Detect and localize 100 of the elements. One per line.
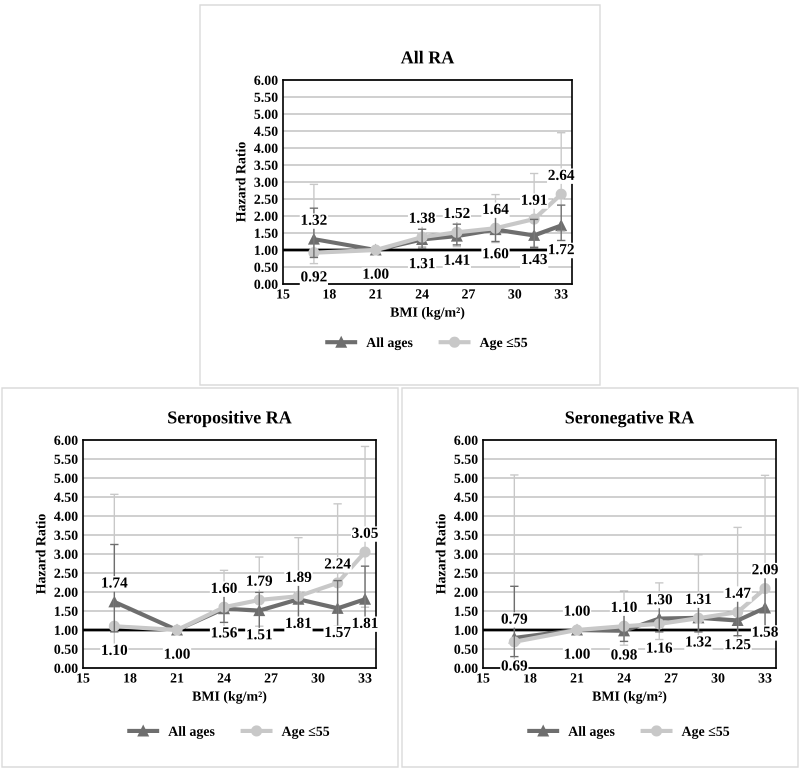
data-label: 1.16 [647, 642, 672, 653]
chart-title: Seropositive RA [168, 410, 292, 428]
y-tick-label: 2.50 [54, 568, 78, 578]
y-tick-label: 6.00 [254, 76, 278, 86]
x-tick-label: 15 [277, 289, 290, 299]
x-tick-label: 27 [264, 673, 278, 682]
x-axis-title: BMI (kg/m²) [592, 691, 666, 704]
data-label: 1.51 [247, 629, 272, 640]
y-axis-title: Hazard Ratio [236, 142, 246, 222]
data-label: 1.81 [352, 618, 378, 628]
data-label: 1.00 [564, 605, 590, 616]
y-tick-label: 3.00 [254, 178, 278, 188]
legend-label: Age ≤55 [480, 338, 528, 350]
y-tick-label: 3.50 [54, 530, 78, 540]
y-tick-label: 3.50 [254, 160, 278, 170]
data-label: 0.98 [611, 649, 637, 660]
y-tick-label: 0.50 [454, 644, 478, 654]
data-label: 2.64 [548, 170, 574, 180]
y-tick-label: 5.00 [54, 474, 78, 484]
x-tick-label: 21 [170, 673, 184, 682]
x-tick-label: 33 [554, 289, 568, 299]
y-tick-label: 2.50 [454, 568, 478, 578]
y-tick-label: 2.50 [254, 194, 278, 204]
x-tick-label: 33 [358, 673, 372, 683]
data-label: 0.79 [502, 613, 528, 624]
x-tick-label: 30 [312, 673, 324, 683]
y-tick-label: 5.00 [254, 110, 278, 120]
y-tick-label: 1.50 [454, 606, 478, 616]
x-axis-title: BMI (kg/m²) [390, 307, 464, 320]
chart-title: Seronegative RA [566, 410, 694, 428]
data-label: 1.47 [725, 588, 751, 598]
x-tick-label: 21 [369, 289, 382, 298]
y-tick-label: 4.00 [454, 512, 478, 522]
y-tick-label: 1.00 [454, 626, 478, 636]
data-label: 1.00 [164, 648, 190, 659]
data-label: 1.57 [325, 626, 351, 638]
y-tick-label: 0.00 [454, 664, 478, 674]
x-tick-label: 18 [124, 673, 136, 683]
y-tick-label: 5.50 [454, 454, 478, 464]
x-tick-label: 15 [477, 673, 490, 683]
y-tick-label: 4.50 [54, 492, 78, 502]
data-label: 1.25 [725, 639, 750, 650]
data-label: 1.74 [102, 577, 128, 588]
y-tick-label: 0.00 [254, 280, 278, 290]
x-tick-label: 15 [77, 673, 90, 683]
data-label: 1.58 [752, 626, 778, 637]
data-label: 1.32 [302, 214, 327, 225]
y-tick-label: 1.50 [54, 606, 78, 616]
data-label: 1.43 [522, 254, 547, 264]
data-label: 1.10 [102, 644, 128, 656]
y-tick-label: 2.00 [254, 212, 278, 222]
data-label: 1.31 [686, 594, 712, 604]
x-tick-label: 21 [570, 673, 584, 682]
y-tick-label: 0.50 [54, 644, 78, 654]
x-tick-label: 27 [664, 673, 678, 682]
data-label: 1.60 [483, 248, 508, 258]
legend-label: Age ≤55 [682, 726, 730, 739]
y-tick-label: 1.00 [254, 246, 278, 256]
y-axis-title: Hazard Ratio [36, 514, 46, 594]
y-tick-label: 1.00 [54, 626, 78, 636]
x-tick-label: 18 [324, 289, 336, 299]
x-tick-label: 24 [618, 673, 631, 682]
x-tick-label: 18 [524, 673, 536, 683]
data-label: 1.10 [612, 602, 637, 612]
data-label: 1.30 [647, 594, 672, 604]
y-tick-label: 5.50 [54, 454, 78, 464]
y-tick-label: 2.00 [454, 588, 478, 598]
legend-label: Age ≤55 [282, 726, 330, 739]
y-tick-label: 4.50 [454, 492, 478, 502]
data-label: 1.31 [410, 258, 435, 268]
data-label: 1.81 [286, 618, 312, 628]
data-label: 1.91 [522, 194, 547, 205]
x-tick-label: 30 [712, 673, 724, 683]
data-label: 1.56 [212, 627, 237, 638]
data-label: 1.89 [286, 572, 312, 582]
y-tick-label: 3.00 [454, 550, 478, 560]
x-axis-title: BMI (kg/m²) [192, 691, 266, 704]
y-tick-label: 3.50 [454, 530, 478, 540]
data-label: 1.00 [364, 268, 389, 279]
legend-label: All ages [366, 337, 413, 350]
x-tick-label: 24 [218, 673, 231, 682]
x-tick-label: 27 [462, 289, 476, 298]
data-label: 1.41 [444, 254, 470, 265]
x-tick-label: 30 [508, 289, 522, 299]
data-label: 1.00 [564, 648, 590, 659]
y-tick-label: 5.00 [454, 474, 478, 484]
y-tick-label: 1.50 [254, 228, 278, 238]
y-axis-title: Hazard Ratio [436, 514, 446, 594]
data-label: 2.24 [324, 558, 351, 569]
data-label: 1.52 [444, 208, 470, 218]
y-tick-label: 0.50 [254, 262, 278, 272]
data-label: 0.92 [301, 271, 327, 282]
y-tick-label: 5.50 [254, 92, 278, 102]
data-label: 1.32 [686, 636, 712, 647]
data-label: 0.69 [502, 660, 528, 671]
legend-label: All ages [168, 726, 215, 739]
y-tick-label: 0.00 [54, 664, 78, 674]
y-tick-label: 4.00 [54, 512, 78, 522]
data-label: 1.60 [212, 582, 237, 594]
y-tick-label: 4.00 [254, 144, 278, 154]
